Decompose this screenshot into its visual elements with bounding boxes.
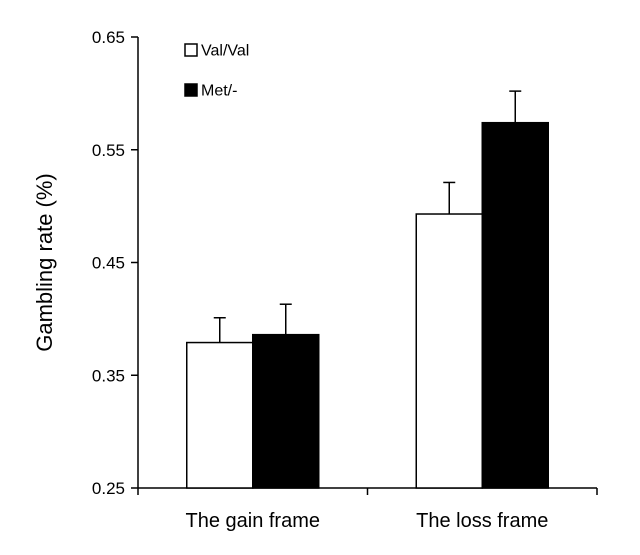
y-tick-label: 0.35 — [92, 366, 125, 385]
axis-labels: 0.25 0.35 0.45 0.55 0.65 The gain frame The lo… — [32, 28, 548, 532]
x-category-label: The gain frame — [185, 510, 320, 532]
bar-val-val-loss — [415, 213, 483, 489]
legend-swatch-met — [184, 83, 198, 97]
y-tick-label: 0.65 — [92, 28, 125, 47]
error-bars — [213, 90, 522, 343]
legend-swatch-val-val — [184, 43, 198, 57]
bars — [186, 121, 549, 489]
y-axis-title: Gambling rate (%) — [32, 173, 57, 352]
legend: Val/Val Met/- — [184, 43, 249, 100]
x-category-label: The loss frame — [416, 510, 548, 532]
y-tick-label: 0.55 — [92, 141, 125, 160]
bar-val-val-gain — [186, 341, 254, 489]
y-tick-label: 0.25 — [92, 479, 125, 498]
bar-met-gain — [252, 333, 320, 489]
legend-label-met: Met/- — [201, 83, 237, 100]
y-tick-label: 0.45 — [92, 254, 125, 273]
bar-met-loss — [481, 121, 549, 489]
legend-label-val-val: Val/Val — [201, 43, 249, 60]
